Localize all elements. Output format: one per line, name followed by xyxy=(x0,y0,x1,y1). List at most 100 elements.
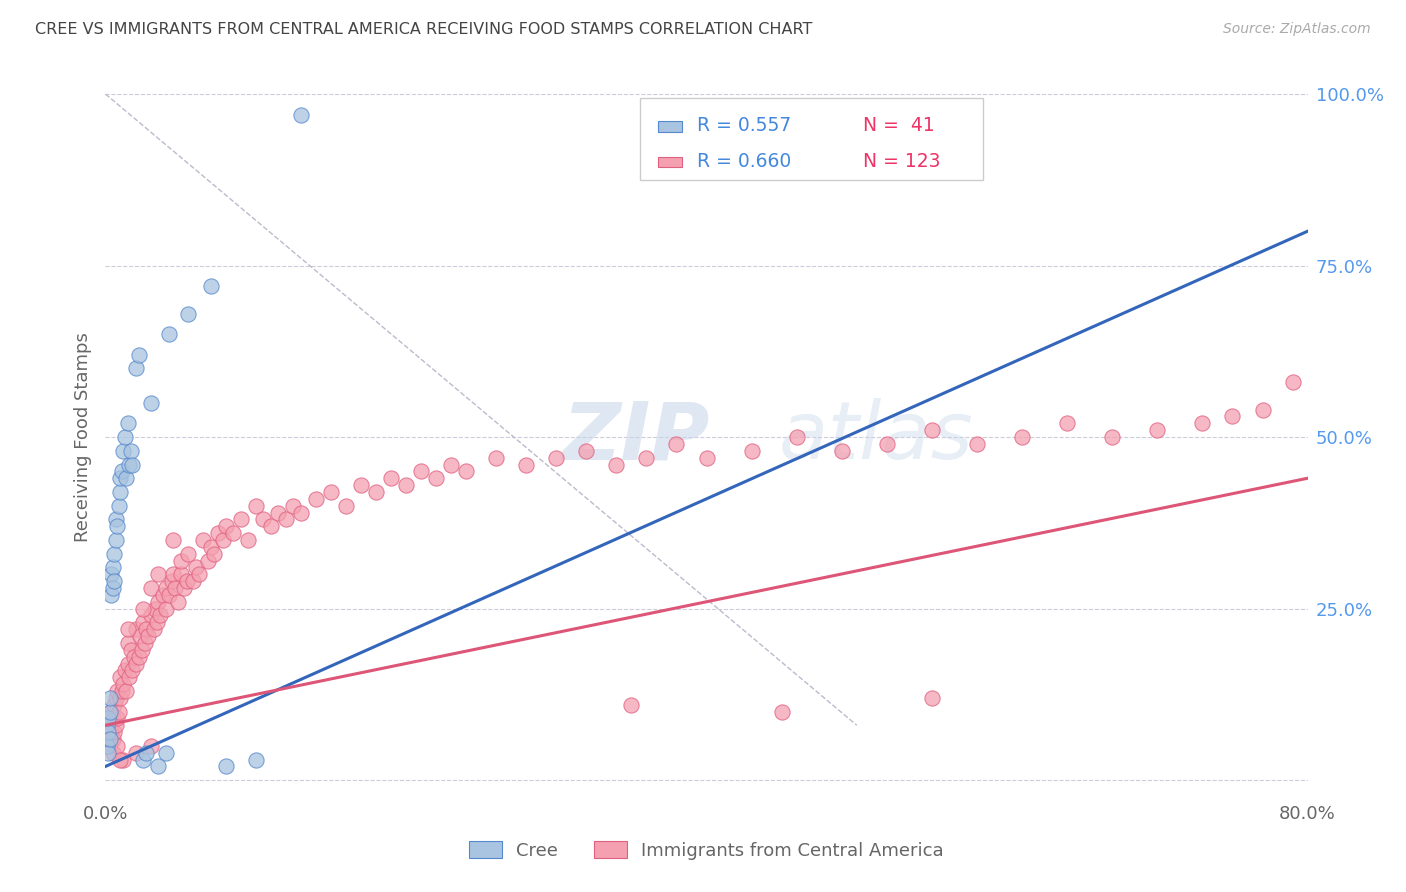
Point xyxy=(485,450,508,465)
Point xyxy=(1281,375,1303,389)
Point xyxy=(110,753,132,767)
Point xyxy=(636,450,658,465)
Point xyxy=(665,437,688,451)
Point xyxy=(876,437,898,451)
Point xyxy=(112,677,135,691)
Point xyxy=(283,499,305,513)
Point xyxy=(117,622,139,636)
Point xyxy=(770,705,793,719)
Point xyxy=(111,684,134,698)
Point xyxy=(162,567,184,582)
Point xyxy=(214,759,236,773)
Point xyxy=(100,705,122,719)
Point xyxy=(146,595,169,609)
Point xyxy=(155,601,177,615)
FancyBboxPatch shape xyxy=(640,98,983,180)
Point xyxy=(380,471,402,485)
Point xyxy=(267,506,290,520)
Text: N = 123: N = 123 xyxy=(863,153,941,171)
Point xyxy=(120,443,142,458)
Point xyxy=(103,547,125,561)
Point xyxy=(335,499,357,513)
Point xyxy=(169,553,191,567)
Point xyxy=(245,499,267,513)
Point xyxy=(103,574,125,589)
Point xyxy=(108,705,131,719)
Point xyxy=(114,430,136,444)
Point xyxy=(97,725,120,739)
Point xyxy=(148,608,170,623)
Point xyxy=(124,622,146,636)
Point xyxy=(122,649,145,664)
Point xyxy=(128,348,150,362)
Point xyxy=(132,615,155,630)
Point xyxy=(100,588,122,602)
Point xyxy=(290,107,312,121)
Text: R = 0.557: R = 0.557 xyxy=(697,117,792,136)
Point xyxy=(157,588,180,602)
Point xyxy=(128,649,150,664)
Point xyxy=(1146,423,1168,437)
Point xyxy=(1222,409,1244,424)
Point xyxy=(97,731,120,746)
Point xyxy=(160,574,183,589)
Text: Source: ZipAtlas.com: Source: ZipAtlas.com xyxy=(1223,22,1371,37)
Point xyxy=(177,547,200,561)
Point xyxy=(187,567,209,582)
Point xyxy=(101,581,124,595)
Point xyxy=(163,581,186,595)
Point xyxy=(252,512,274,526)
Point xyxy=(124,657,146,671)
Point xyxy=(409,464,432,478)
Point xyxy=(104,533,127,547)
FancyBboxPatch shape xyxy=(658,121,682,132)
Point xyxy=(921,423,943,437)
Point xyxy=(1011,430,1033,444)
Point xyxy=(143,601,166,615)
Point xyxy=(966,437,988,451)
Point xyxy=(124,746,146,760)
Point xyxy=(202,547,225,561)
Point xyxy=(135,622,157,636)
Point xyxy=(181,574,204,589)
Point xyxy=(117,657,139,671)
Point xyxy=(110,690,132,705)
Point xyxy=(120,642,142,657)
Point xyxy=(98,711,121,725)
Point xyxy=(155,746,177,760)
Point xyxy=(134,636,156,650)
Point xyxy=(177,307,200,321)
Point xyxy=(117,636,139,650)
Point xyxy=(104,690,127,705)
Point xyxy=(139,608,162,623)
Point xyxy=(135,746,157,760)
Point xyxy=(131,642,153,657)
Point xyxy=(101,746,124,760)
Text: R = 0.660: R = 0.660 xyxy=(697,153,792,171)
Point xyxy=(364,485,387,500)
Point xyxy=(169,567,191,582)
Point xyxy=(184,560,207,574)
Point xyxy=(118,458,141,472)
Point xyxy=(139,396,162,410)
Point xyxy=(238,533,260,547)
Point xyxy=(112,443,135,458)
Point xyxy=(222,526,245,541)
Point xyxy=(1191,417,1213,431)
Point xyxy=(200,279,222,293)
Point xyxy=(97,711,120,725)
Point xyxy=(110,471,132,485)
Text: ZIP: ZIP xyxy=(562,398,710,476)
Point xyxy=(152,588,174,602)
Point xyxy=(211,533,233,547)
FancyBboxPatch shape xyxy=(658,157,682,168)
Point xyxy=(1056,417,1078,431)
Point xyxy=(97,746,120,760)
Point xyxy=(124,361,146,376)
Point xyxy=(200,540,222,554)
Point xyxy=(108,499,131,513)
Point xyxy=(97,718,120,732)
Point xyxy=(139,581,162,595)
Point xyxy=(100,725,122,739)
Point xyxy=(157,327,180,342)
